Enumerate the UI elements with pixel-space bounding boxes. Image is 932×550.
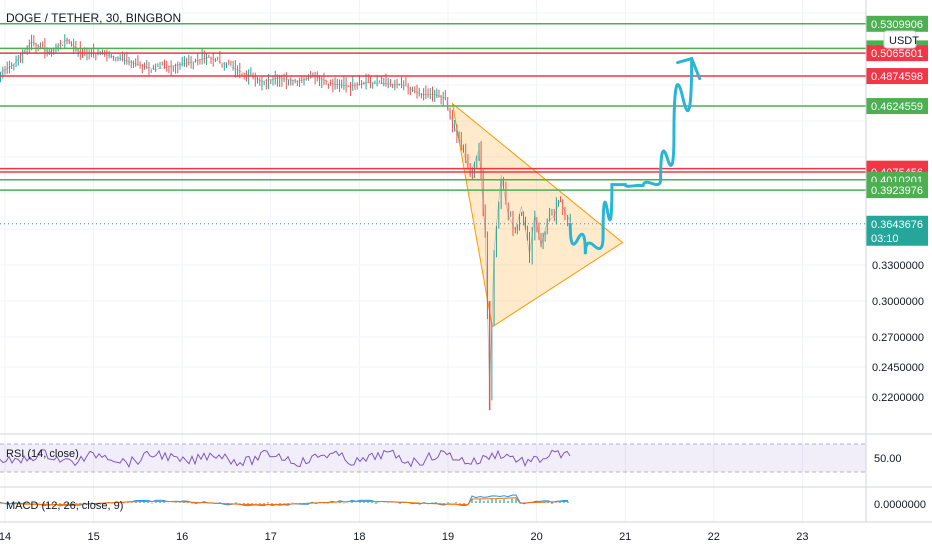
y-tick-label: 0.3300000 (872, 260, 924, 272)
bar-countdown: 03:10 (871, 233, 899, 245)
macd-label: MACD (12, 26, close, 9) (6, 500, 123, 512)
currency-badge (883, 30, 917, 49)
x-tick-label: 20 (530, 531, 542, 543)
macd-value-label: 0.0000000 (874, 499, 926, 511)
rsi-value-label: 50.00 (874, 453, 902, 465)
y-tick-label: 0.3000000 (872, 296, 924, 308)
price-level-label: 0.4874598 (871, 71, 923, 83)
y-tick-label: 0.2200000 (872, 392, 924, 404)
price-line (0, 39, 571, 392)
rsi-label: RSI (14, close) (6, 448, 79, 460)
x-tick-label: 22 (708, 531, 720, 543)
projection-path (568, 57, 694, 255)
current-price-label: 0.3643676 (871, 219, 923, 231)
x-tick-label: 21 (619, 531, 631, 543)
x-tick-label: 23 (796, 531, 808, 543)
rsi-band (0, 444, 866, 472)
price-level-tag (866, 15, 928, 32)
y-tick-label: 0.2700000 (872, 332, 924, 344)
x-tick-label: 18 (353, 531, 365, 543)
currency-label: USDT (889, 35, 919, 47)
price-level-tag (866, 98, 928, 115)
price-level-label: 0.5065601 (871, 48, 923, 60)
price-level-tag (866, 45, 928, 62)
price-level-label: 0.4624559 (871, 101, 923, 113)
price-level-tag (866, 68, 928, 85)
y-tick-label: 0.2450000 (872, 362, 924, 374)
chart-title: DOGE / TETHER, 30, BINGBON (6, 11, 181, 25)
price-level-tag (866, 182, 928, 199)
price-level-label: 0.3923976 (871, 185, 923, 197)
projection-arrowhead (676, 56, 702, 81)
price-level-label: 0.5309906 (871, 19, 923, 31)
x-tick-label: 14 (0, 531, 11, 543)
macd-signal-line (0, 497, 569, 506)
x-tick-label: 19 (442, 531, 454, 543)
current-price-tag (866, 215, 928, 246)
x-tick-label: 16 (176, 531, 188, 543)
triangle-pattern (451, 102, 624, 328)
x-tick-label: 17 (265, 531, 277, 543)
rsi-line (0, 449, 571, 469)
x-tick-label: 15 (87, 531, 99, 543)
